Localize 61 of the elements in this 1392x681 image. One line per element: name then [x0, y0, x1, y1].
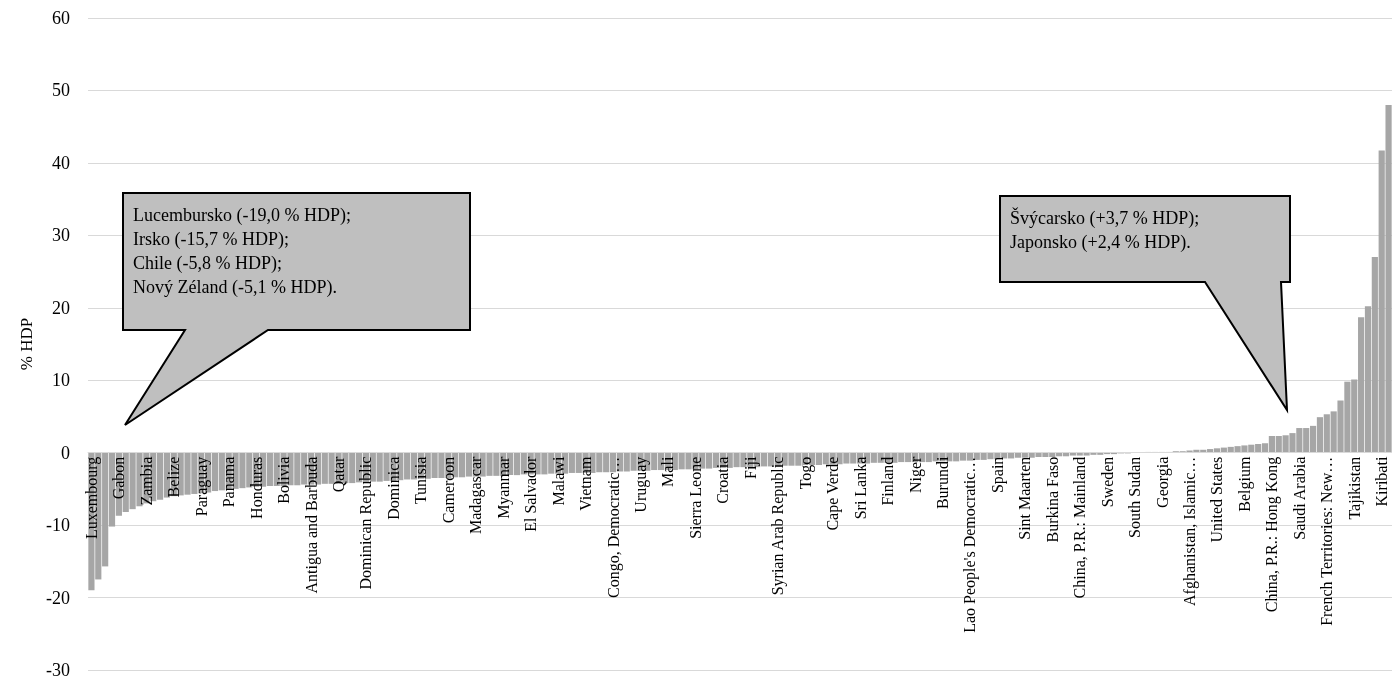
y-tick-label: 10 [52, 370, 70, 391]
y-tick-label: -20 [46, 587, 70, 608]
x-tick-label: Luxembourg [82, 456, 101, 540]
x-tick-label: Uruguay [631, 456, 650, 513]
x-tick-label: Vietnam [577, 456, 595, 511]
x-tick-label: Tunisia [412, 456, 430, 505]
x-tick-label: Zambia [137, 456, 155, 506]
y-tick-label: -10 [46, 515, 70, 536]
x-tick-label: South Sudan [1126, 456, 1144, 539]
x-tick-label: Mali [659, 456, 677, 487]
x-tick-label: Honduras [247, 456, 265, 519]
x-tick-label: Malawi [549, 456, 567, 506]
x-tick-label: United States [1208, 456, 1226, 543]
x-tick-label: Dominica [384, 456, 402, 520]
y-tick-label: 0 [61, 442, 70, 463]
x-tick-label: Georgia [1153, 456, 1172, 508]
x-tick-label: Finland [879, 456, 897, 506]
x-tick-label: Togo [796, 456, 815, 490]
x-tick-label: China, P.R.: Hong Kong [1263, 456, 1282, 613]
x-tick-label: Sweden [1098, 456, 1116, 508]
x-tick-label: Cape Verde [824, 456, 843, 531]
x-tick-label: Tajikistan [1345, 456, 1364, 520]
x-tick-label: Spain [988, 456, 1007, 494]
x-tick-label: Burkina Faso [1043, 456, 1061, 543]
x-tick-label: Kiribati [1373, 456, 1391, 507]
x-tick-label: Panama [220, 456, 238, 508]
x-tick-label: Niger [906, 456, 925, 494]
x-tick-label: French Territories: New… [1318, 456, 1336, 626]
x-tick-label: Myanmar [494, 455, 513, 519]
y-tick-label: 40 [52, 152, 70, 173]
x-tick-label: Antigua and Barbuda [302, 456, 321, 594]
x-tick-label: Gabon [110, 456, 128, 500]
y-tick-label: -30 [46, 660, 70, 680]
x-tick-label: Afghanistan, Islamic… [1181, 456, 1200, 606]
x-tick-label: Sri Lanka [851, 456, 869, 520]
x-tick-label: Paraguay [192, 456, 211, 517]
x-tick-label: Madagascar [467, 456, 486, 534]
annotation: Lucembursko (-19,0 % HDP); Irsko (-15,7 % HDP); Chile (-5,8 % HDP); Nový Zéland (-5,1 % HDP). [133, 204, 351, 299]
x-tick-label: Syrian Arab Republic [769, 456, 788, 596]
x-tick-label: Qatar [330, 455, 348, 493]
y-tick-label: 30 [52, 225, 70, 246]
y-axis-title: % HDP [17, 317, 37, 371]
x-tick-label: Bolivia [275, 456, 293, 504]
y-tick-label: 20 [52, 297, 70, 318]
annotation: Švýcarsko (+3,7 % HDP); Japonsko (+2,4 % HDP). [1010, 206, 1200, 254]
x-tick-label: Saudi Arabia [1290, 456, 1308, 540]
x-tick-label: Sint Maarten [1016, 456, 1034, 540]
y-tick-label: 50 [52, 80, 70, 101]
x-tick-label: Belgium [1235, 456, 1254, 512]
x-tick-label: Belize [165, 456, 183, 498]
x-tick-label: El Salvador [522, 455, 540, 532]
x-tick-label: Dominican Republic [357, 456, 376, 590]
x-tick-label: Lao People's Democratic… [961, 456, 980, 633]
x-tick-label: Burundi [933, 456, 951, 510]
y-tick-label: 60 [52, 8, 70, 28]
x-tick-label: Croatia [714, 456, 732, 504]
x-tick-label: China, P.R.: Mainland [1071, 456, 1089, 599]
x-tick-label: Congo, Democratic… [604, 456, 623, 598]
x-tick-label: Cameroon [439, 456, 457, 524]
x-tick-label: Sierra Leone [686, 456, 704, 539]
x-tick-label: Fiji [741, 456, 760, 479]
